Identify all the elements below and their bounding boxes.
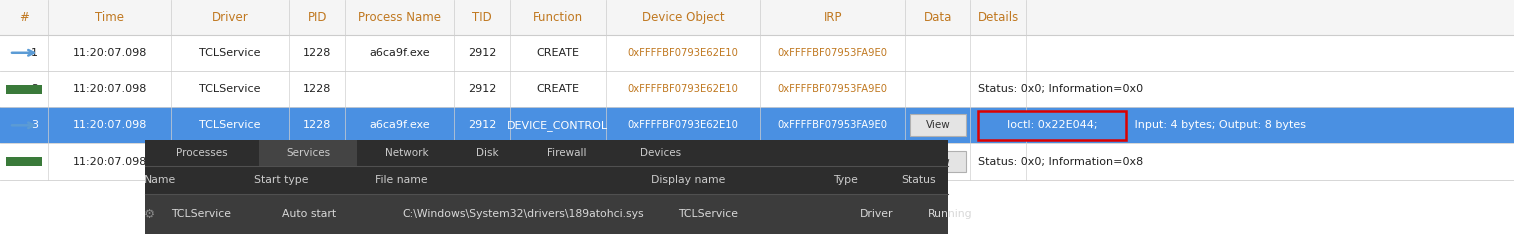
Text: Device Object: Device Object	[642, 11, 724, 24]
Text: Network: Network	[385, 148, 428, 158]
Text: CREATE: CREATE	[536, 48, 580, 58]
Text: 0xFFFFBF0793E62E10: 0xFFFFBF0793E62E10	[627, 120, 739, 130]
Text: TID: TID	[472, 11, 492, 24]
Bar	[145, 140, 259, 166]
Bar	[145, 194, 948, 234]
Text: 4: 4	[32, 157, 38, 167]
Text: Driver: Driver	[212, 11, 248, 24]
Text: TCLService: TCLService	[200, 157, 260, 167]
Text: TCLService: TCLService	[678, 209, 739, 219]
Text: 3: 3	[32, 120, 38, 130]
Text: 2912: 2912	[468, 84, 497, 94]
Bar	[0, 35, 1514, 71]
Bar	[145, 140, 948, 234]
Text: Firewall: Firewall	[547, 148, 587, 158]
Text: TCLService: TCLService	[171, 209, 232, 219]
Text: Processes: Processes	[176, 148, 229, 158]
Text: CREATE: CREATE	[536, 84, 580, 94]
Text: 11:20:07.098: 11:20:07.098	[73, 48, 147, 58]
Bar	[259, 140, 357, 166]
Bar	[978, 111, 1126, 140]
Text: Status: 0x0; Information=0x8: Status: 0x0; Information=0x8	[978, 157, 1143, 167]
Text: Data: Data	[924, 11, 952, 24]
Bar	[0, 0, 1514, 180]
Text: IRP: IRP	[824, 11, 842, 24]
Bar	[456, 140, 519, 166]
Text: 11:20:07.098: 11:20:07.098	[73, 120, 147, 130]
Text: Status: 0x0; Information=0x0: Status: 0x0; Information=0x0	[978, 84, 1143, 94]
Text: DEVICE_CONTROL: DEVICE_CONTROL	[507, 156, 609, 167]
Text: Name: Name	[144, 175, 176, 185]
Text: a6ca9f.exe: a6ca9f.exe	[369, 120, 430, 130]
Text: 0xFFFFBF07953FA9E0: 0xFFFFBF07953FA9E0	[778, 84, 887, 94]
Text: 0xFFFFBF07953FA9E0: 0xFFFFBF07953FA9E0	[778, 48, 887, 58]
Text: Disk: Disk	[477, 148, 498, 158]
Text: 11:20:07.098: 11:20:07.098	[73, 84, 147, 94]
Text: Auto start: Auto start	[282, 209, 336, 219]
Text: TCLService: TCLService	[200, 48, 260, 58]
Text: Devices: Devices	[639, 148, 681, 158]
Text: PID: PID	[307, 11, 327, 24]
Text: Status: Status	[901, 175, 936, 185]
Text: 1228: 1228	[303, 48, 332, 58]
Text: Time: Time	[95, 11, 124, 24]
Text: ⚙: ⚙	[144, 208, 154, 221]
Text: 0xFFFFBF0793E62E10: 0xFFFFBF0793E62E10	[627, 84, 739, 94]
Text: 2912: 2912	[468, 157, 497, 167]
Bar	[6, 157, 42, 166]
Text: Start type: Start type	[254, 175, 309, 185]
Text: 1228: 1228	[303, 157, 332, 167]
Text: Function: Function	[533, 11, 583, 24]
Text: 1: 1	[32, 48, 38, 58]
Bar	[0, 0, 1514, 35]
Bar	[0, 107, 1514, 143]
Bar	[357, 140, 456, 166]
FancyBboxPatch shape	[910, 151, 966, 172]
Text: View: View	[925, 157, 951, 167]
Text: 0xFFFFBF07953FA9E0: 0xFFFFBF07953FA9E0	[778, 157, 887, 167]
Text: 11:20:07.098: 11:20:07.098	[73, 157, 147, 167]
Text: 2: 2	[32, 84, 38, 94]
Text: 1228: 1228	[303, 120, 332, 130]
Bar	[0, 71, 1514, 107]
Text: #: #	[20, 11, 29, 24]
Text: File name: File name	[375, 175, 428, 185]
Text: View: View	[925, 120, 951, 130]
Bar	[6, 84, 42, 94]
Text: TCLService: TCLService	[200, 84, 260, 94]
Text: 2912: 2912	[468, 48, 497, 58]
Text: C:\Windows\System32\drivers\189atohci.sys: C:\Windows\System32\drivers\189atohci.sy…	[403, 209, 645, 219]
Text: TCLService: TCLService	[200, 120, 260, 130]
Text: a6ca9f.exe: a6ca9f.exe	[369, 48, 430, 58]
Text: Running: Running	[928, 209, 972, 219]
Text: 1228: 1228	[303, 84, 332, 94]
Text: DEVICE_CONTROL: DEVICE_CONTROL	[507, 120, 609, 131]
Text: Input: 4 bytes; Output: 8 bytes: Input: 4 bytes; Output: 8 bytes	[1131, 120, 1307, 130]
Bar	[615, 140, 706, 166]
FancyBboxPatch shape	[910, 114, 966, 136]
Text: 2912: 2912	[468, 120, 497, 130]
Text: Display name: Display name	[651, 175, 725, 185]
Bar	[519, 140, 615, 166]
Text: Services: Services	[286, 148, 330, 158]
Text: Driver: Driver	[860, 209, 893, 219]
Text: Type: Type	[833, 175, 857, 185]
Text: Details: Details	[978, 11, 1019, 24]
Text: Process Name: Process Name	[359, 11, 441, 24]
Text: Ioctl: 0x22E044;: Ioctl: 0x22E044;	[1007, 120, 1098, 130]
Bar	[0, 143, 1514, 180]
Text: 0xFFFFBF0793E62E10: 0xFFFFBF0793E62E10	[627, 48, 739, 58]
Bar	[145, 166, 948, 194]
Text: 0xFFFFBF07953FA9E0: 0xFFFFBF07953FA9E0	[778, 120, 887, 130]
Text: 0xFFFFBF0793E62E10: 0xFFFFBF0793E62E10	[627, 157, 739, 167]
